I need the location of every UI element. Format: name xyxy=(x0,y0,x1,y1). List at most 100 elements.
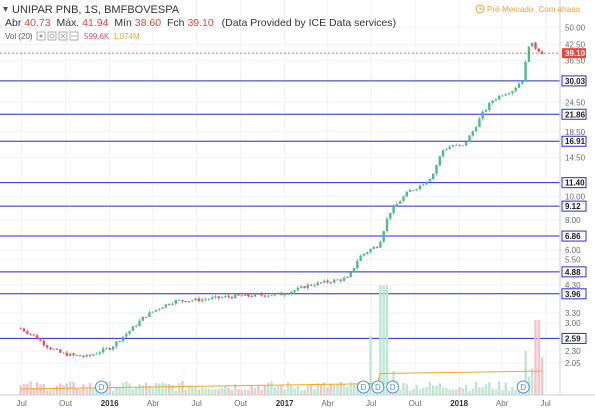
chart-header: UNIPAR PNB, 1S, BMFBOVESPA Abr 40.73 Máx… xyxy=(3,4,580,29)
volume-bar xyxy=(356,383,359,395)
candle-body xyxy=(425,181,428,185)
legend-settings-icon[interactable] xyxy=(47,31,57,41)
volume-bar xyxy=(501,390,504,395)
candle-body xyxy=(29,333,32,335)
volume-bar xyxy=(504,382,507,395)
legend-close-icon[interactable] xyxy=(58,31,68,41)
volume-bar xyxy=(227,387,230,395)
volume-bar xyxy=(266,382,270,395)
candle-body xyxy=(26,331,29,334)
status-clock-icon xyxy=(475,4,485,14)
candle-body xyxy=(105,348,108,349)
volume-bar xyxy=(260,390,263,395)
dividend-marker-label: D xyxy=(99,383,105,392)
volume-bar xyxy=(237,389,240,395)
collapse-arrow-icon[interactable] xyxy=(3,7,8,12)
volume-bar xyxy=(82,384,85,395)
volume-bar xyxy=(488,382,491,395)
candle-body xyxy=(389,213,392,219)
candle-body xyxy=(537,48,540,52)
dividend-marker-label: D xyxy=(375,383,381,392)
candle-body xyxy=(303,286,306,289)
volume-bar xyxy=(42,383,45,395)
volume-bar xyxy=(191,386,194,395)
y-tick-label: 3.30 xyxy=(565,309,581,318)
market-status: Pré-Mercado xyxy=(487,5,534,14)
volume-bar xyxy=(177,383,181,395)
volume-bar xyxy=(45,390,49,395)
volume-bar xyxy=(187,386,191,395)
volume-value: 599.6K xyxy=(84,32,110,41)
candle-body xyxy=(451,145,455,147)
candle-body xyxy=(530,42,534,47)
legend-eye-icon[interactable] xyxy=(36,31,46,41)
volume-bar xyxy=(250,385,253,395)
candle-body xyxy=(88,354,92,356)
candle-body xyxy=(227,296,230,297)
volume-bar xyxy=(382,285,385,395)
volume-bar xyxy=(306,384,309,395)
candle-body xyxy=(59,349,62,353)
horizontal-lines xyxy=(0,80,560,339)
candle-body xyxy=(514,87,517,92)
candle-body xyxy=(468,135,471,143)
candle-body xyxy=(501,95,504,97)
candle-body xyxy=(214,296,217,298)
volume-bar xyxy=(385,285,389,395)
dividend-marker[interactable] xyxy=(386,380,400,394)
hline-price-tag xyxy=(561,288,587,300)
candle-body xyxy=(435,165,438,174)
y-tick-label: 6.86 xyxy=(565,232,581,241)
candle-body xyxy=(494,99,498,101)
candle-body xyxy=(174,300,177,304)
candle-body xyxy=(461,145,465,147)
x-tick-label: Jul xyxy=(541,399,551,408)
candle-body xyxy=(497,95,501,100)
volume-bar xyxy=(111,390,115,395)
y-tick-label: 3.96 xyxy=(565,290,581,299)
dividend-marker[interactable] xyxy=(371,380,385,394)
volume-bar xyxy=(184,389,187,395)
volume-bar xyxy=(293,388,296,395)
volume-bar xyxy=(62,385,65,395)
candle-body xyxy=(511,91,514,94)
candle-body xyxy=(484,109,488,112)
volume-bar xyxy=(283,389,286,395)
volume-bar xyxy=(435,385,438,395)
volume-bar xyxy=(497,381,501,395)
volume-bar xyxy=(26,384,29,395)
y-tick-label: 4.30 xyxy=(565,281,581,290)
price-axis[interactable]: 50.00 42.50 36.50 30.03 24.50 21.86 18.5016.91… xyxy=(559,0,595,410)
volume-bar xyxy=(299,390,303,395)
volume-bar xyxy=(438,383,441,395)
legend-more-icon[interactable] xyxy=(69,31,79,41)
volume-bar xyxy=(85,388,88,395)
volume-bar xyxy=(134,387,138,395)
time-axis[interactable]: Jul Out 2016 Abr Jul Out 2017 Abr Jul Out 2018 Abr J… xyxy=(0,394,595,408)
svg-text:Pré-Mercado Com atraso: Pré-Mercado Com atraso xyxy=(487,5,580,14)
volume-bar xyxy=(296,386,300,395)
candle-body xyxy=(283,294,286,296)
volume-bar xyxy=(29,381,32,395)
volume-bar xyxy=(194,387,197,395)
candle-body xyxy=(280,292,283,296)
candle-body xyxy=(412,190,415,191)
candle-body xyxy=(204,299,207,301)
dividend-marker[interactable] xyxy=(94,380,108,394)
candle-body xyxy=(428,178,432,182)
candle-body xyxy=(339,279,342,281)
dividend-marker[interactable] xyxy=(356,380,370,394)
candle-body xyxy=(158,308,161,310)
candles xyxy=(19,41,544,358)
symbol-title[interactable]: UNIPAR PNB, 1S, BMFBOVESPA xyxy=(12,4,180,16)
volume-bar xyxy=(464,385,468,395)
candle-body xyxy=(329,282,333,284)
volume-bar xyxy=(346,387,349,395)
candle-body xyxy=(296,287,300,291)
candle-body xyxy=(177,299,181,301)
dividend-marker[interactable] xyxy=(516,380,530,394)
candle-body xyxy=(540,51,544,55)
y-tick-label: 50.00 xyxy=(565,23,586,32)
candle-body xyxy=(111,346,115,350)
